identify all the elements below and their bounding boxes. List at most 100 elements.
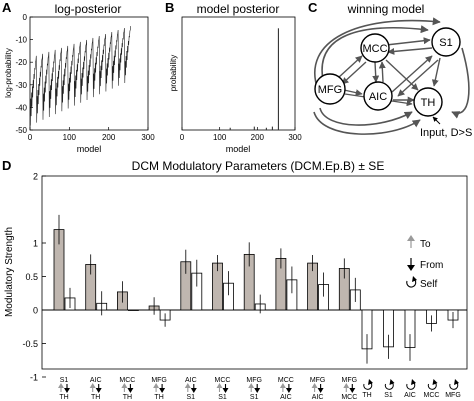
panel-d-self-label: AIC	[404, 392, 416, 399]
panel-d-label-bottom: TH	[123, 394, 132, 401]
panel-b-title: model posterior	[197, 2, 280, 16]
panel-d-bar-white	[127, 309, 139, 311]
panel-d-ytick-label: -1	[30, 373, 38, 383]
panel-a-ylabel: log-probability	[4, 48, 13, 98]
panel-d-to-arrowhead-icon	[153, 383, 160, 388]
panel-d-from-arrowhead-icon	[95, 388, 102, 393]
input-arrow	[432, 116, 441, 125]
panel-d-label-bottom: AIC	[280, 394, 292, 401]
panel-d-from-arrowhead-icon	[190, 388, 197, 393]
panel-d-modulatory-parameters: D DCM Modulatory Parameters (DCM.Ep.B) ±…	[2, 158, 468, 401]
panel-a-xlabel: model	[77, 144, 102, 154]
edge-s1-mcc	[387, 47, 433, 55]
panel-d-to-arrowhead-icon	[343, 383, 350, 388]
panel-d-to-arrowhead-icon	[89, 383, 96, 388]
panel-a-xtick-label: 100	[63, 133, 77, 142]
panel-a-ytick-label: 0	[23, 13, 28, 22]
panel-d-label-top: MCC	[119, 377, 135, 384]
panel-d-from-arrowhead-icon	[127, 388, 134, 393]
edge-mcc-aic	[372, 61, 380, 83]
legend-self-label: Self	[420, 279, 437, 290]
panel-d-label-top: MCC	[215, 377, 231, 384]
edge-mfg-s1-outer	[321, 25, 429, 81]
panel-d-to-arrowhead-icon	[121, 383, 128, 388]
panel-d-ytick-label: 2	[33, 172, 38, 182]
edge-aic-s1	[391, 55, 433, 93]
panel-d-self-arrowhead-icon	[432, 379, 438, 385]
legend-self-arrowhead-icon	[412, 276, 417, 282]
edge-mcc-s1	[385, 37, 431, 46]
panel-d-label-bottom: TH	[91, 394, 100, 401]
node-mfg-label: MFG	[318, 84, 342, 96]
panel-d-letter: D	[2, 158, 11, 173]
panel-d-label-bottom: TH	[154, 394, 163, 401]
panel-d-to-arrowhead-icon	[184, 383, 191, 388]
panel-d-label-bottom: S1	[250, 394, 259, 401]
panel-d-label-top: MFG	[342, 377, 358, 384]
edge-mfg-th-outer	[319, 107, 413, 126]
panel-a-log-posterior: A log-posterior 0 100 200 300 -50 -40 -30 -20 -1…	[2, 0, 155, 154]
legend-to-arrowhead-icon	[407, 235, 415, 241]
edge-s1-aic	[397, 59, 439, 97]
panel-c-winning-model: C winning model MCC S1 MFG AIC TH	[308, 0, 472, 139]
panel-b-xtick-label: 0	[180, 133, 185, 142]
panel-d-from-arrowhead-icon	[349, 388, 356, 393]
panel-d-label-top: MFG	[246, 377, 262, 384]
panel-d-label-top: S1	[60, 377, 69, 384]
node-aic	[363, 81, 393, 111]
panel-b-bars	[229, 28, 279, 130]
panel-b-ticks: 0 100 200 300	[180, 127, 302, 142]
panel-a-series	[30, 26, 131, 126]
panel-d-to-arrowhead-icon	[58, 383, 64, 388]
panel-d-label-bottom: S1	[218, 394, 227, 401]
panel-d-legend: To From Self	[406, 235, 443, 290]
panel-d-ytick-label: 0.5	[25, 272, 38, 282]
panel-a-ytick-label: -10	[15, 36, 27, 45]
panel-d-label-top: MFG	[310, 377, 326, 384]
panel-a-xtick-label: 0	[28, 133, 33, 142]
panel-d-label-bottom: TH	[59, 394, 68, 401]
panel-c-title: winning model	[347, 2, 425, 16]
panel-a-xtick-label: 300	[141, 133, 155, 142]
panel-b-ylabel: probability	[169, 55, 178, 91]
panel-b-xlabel: model	[226, 144, 251, 154]
panel-d-to-arrowhead-icon	[216, 383, 223, 388]
panel-d-ytick-label: 1	[33, 239, 38, 249]
edge-mcc-th	[385, 59, 419, 91]
legend-to-label: To	[420, 239, 431, 250]
panel-a-ytick-label: -30	[15, 81, 27, 90]
panel-d-self-label: MCC	[424, 392, 440, 399]
panel-d-axes-box	[41, 175, 468, 370]
panel-d-from-arrowhead-icon	[222, 388, 229, 393]
panel-a-ytick-label: -40	[15, 103, 27, 112]
panel-a-xtick-label: 200	[102, 133, 116, 142]
panel-d-from-arrowhead-icon	[254, 388, 261, 393]
legend-from-label: From	[420, 260, 443, 271]
panel-d-label-top: MFG	[151, 377, 167, 384]
node-s1	[431, 27, 461, 57]
panel-b-letter: B	[165, 0, 174, 15]
panel-a-letter: A	[2, 0, 12, 15]
panel-d-category-labels: S1 TH AIC TH MCC TH MFG TH AIC S1 MCC S1 MFG S1 MCC AIC…	[58, 377, 461, 401]
edge-aic-mcc	[378, 61, 386, 83]
panel-d-self-arrowhead-icon	[454, 379, 459, 385]
edge-mcc-mfg	[341, 61, 367, 85]
panel-b-xtick-label: 100	[213, 133, 227, 142]
panel-b-xtick-label: 300	[288, 133, 302, 142]
edge-mfg-mcc	[337, 55, 363, 79]
panel-c-letter: C	[308, 0, 318, 15]
edge-mfg-s1-outer2	[314, 17, 441, 91]
panel-d-to-arrowhead-icon	[311, 383, 318, 388]
panel-d-self-label: S1	[384, 392, 393, 399]
panel-d-label-top: MCC	[278, 377, 294, 384]
panel-d-ytick-label: -0.5	[22, 339, 38, 349]
edge-s1-th-outer	[451, 47, 470, 119]
panel-d-from-arrowhead-icon	[64, 388, 70, 393]
panel-d-self-arrowhead-icon	[368, 379, 373, 385]
panel-d-to-arrowhead-icon	[279, 383, 286, 388]
panel-d-label-top: AIC	[90, 377, 102, 384]
panel-b-model-posterior: B model posterior 0 100 200 300 model proba…	[165, 0, 302, 154]
panel-b-axes-box	[181, 16, 296, 131]
edge-mfg-aic	[343, 89, 363, 97]
